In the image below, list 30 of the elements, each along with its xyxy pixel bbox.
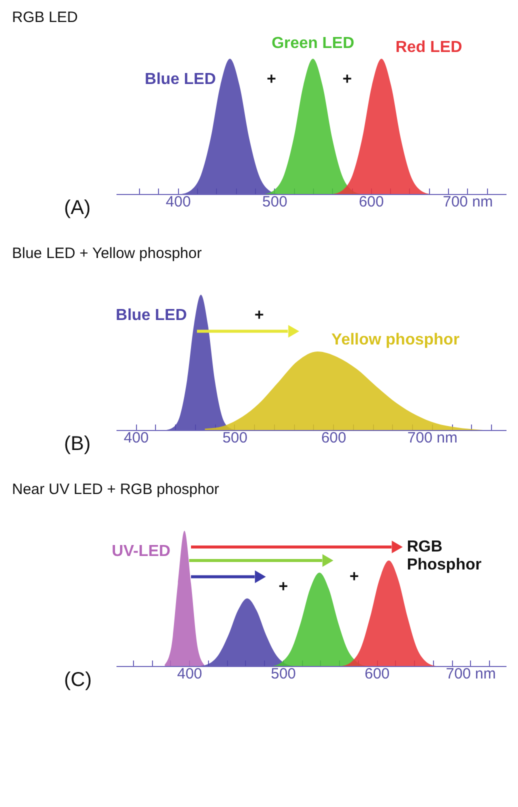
x-tick-label: 600 xyxy=(364,666,390,682)
x-tick-label: 400 xyxy=(177,666,202,682)
chart-title: Blue LED + Yellow phosphor xyxy=(12,245,202,262)
series-label: UV-LED xyxy=(112,543,170,560)
series-label: Blue LED xyxy=(144,71,216,88)
text: (C) xyxy=(64,669,92,691)
series-label: Yellow phosphor xyxy=(331,332,460,349)
x-tick-label: 700 nm xyxy=(446,666,496,682)
x-tick-label: 600 xyxy=(321,430,346,446)
annotation: + xyxy=(349,568,359,586)
chart-title: RGB LED xyxy=(12,9,78,26)
text: (A) xyxy=(64,197,91,219)
x-tick-label: 600 xyxy=(358,194,384,210)
series-label: Blue LED xyxy=(116,307,187,324)
text: (B) xyxy=(64,433,91,455)
x-tick-label: 700 nm xyxy=(407,430,458,446)
annotation: + xyxy=(266,71,276,88)
chart-title: Near UV LED + RGB phosphor xyxy=(12,481,220,498)
x-tick-label: 500 xyxy=(262,194,288,210)
annotation: + xyxy=(342,71,352,88)
x-tick-label: 700 nm xyxy=(442,194,493,210)
x-tick-label: 400 xyxy=(124,430,149,446)
series-label: Red LED xyxy=(395,38,462,56)
annotation: + xyxy=(278,578,288,596)
annotation: + xyxy=(254,307,264,324)
x-tick-label: 500 xyxy=(222,430,248,446)
x-tick-label: 400 xyxy=(166,194,191,210)
annotation: RGB Phosphor xyxy=(406,538,482,574)
series-label: Green LED xyxy=(272,34,354,52)
x-tick-label: 500 xyxy=(270,666,296,682)
